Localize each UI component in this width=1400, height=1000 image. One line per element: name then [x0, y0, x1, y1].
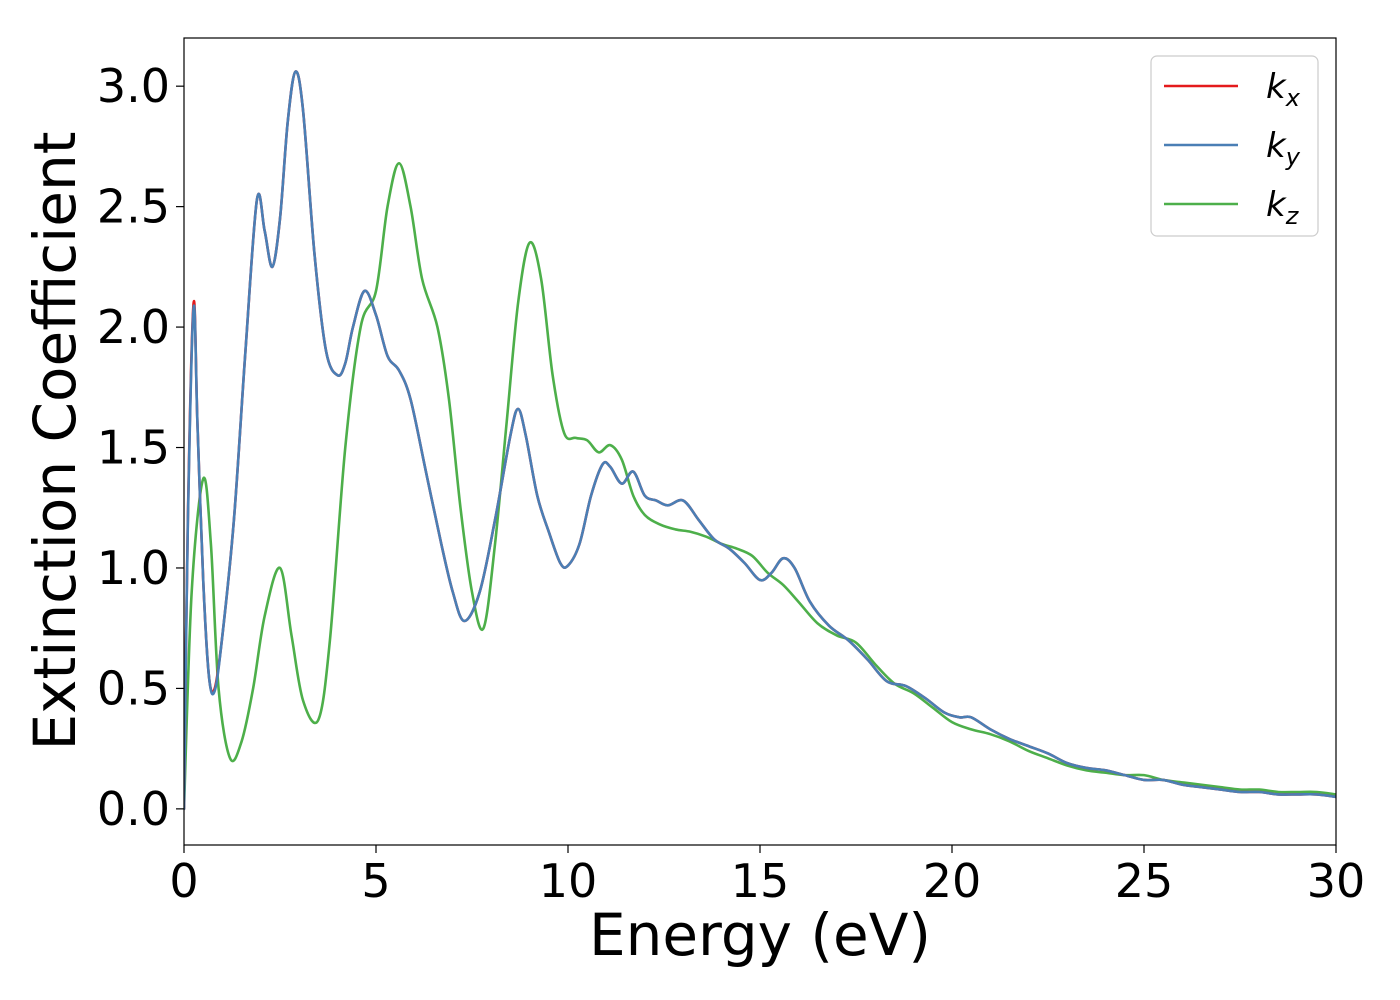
legend-label-base: k	[1266, 185, 1287, 225]
y-tick-label: 1.5	[97, 421, 170, 475]
x-tick-label: 0	[169, 854, 198, 908]
x-tick-label: 5	[361, 854, 390, 908]
x-tick-label: 15	[731, 854, 790, 908]
x-tick-label: 10	[539, 854, 598, 908]
y-tick-label: 0.0	[97, 782, 170, 836]
y-tick-label: 0.5	[97, 661, 170, 715]
legend-label-subscript: z	[1285, 202, 1300, 230]
x-tick-label: 20	[923, 854, 982, 908]
legend-label-y: ky	[1266, 126, 1301, 171]
x-axis: 0 5 10 15 20 25 30	[169, 845, 1365, 908]
legend-label-subscript: x	[1285, 84, 1301, 112]
legend-label-base: k	[1266, 67, 1287, 107]
y-axis: 0.0 0.5 1.0 1.5 2.0 2.5 3.0	[97, 59, 184, 836]
legend-label-subscript: y	[1285, 143, 1301, 171]
x-tick-label: 25	[1115, 854, 1174, 908]
series-line-y	[184, 70, 1336, 811]
series-line-z	[184, 161, 1336, 811]
y-tick-label: 1.0	[97, 541, 170, 595]
y-axis-title: Extinction Coefficient	[21, 132, 89, 751]
legend-label-x: kx	[1266, 67, 1301, 112]
legend-label-base: k	[1266, 126, 1287, 166]
y-tick-label: 2.0	[97, 300, 170, 354]
x-axis-title: Energy (eV)	[589, 901, 931, 969]
legend-label-z: kz	[1266, 185, 1300, 230]
series-layer	[184, 70, 1336, 811]
x-tick-label: 30	[1307, 854, 1366, 908]
y-tick-label: 2.5	[97, 180, 170, 234]
y-tick-label: 3.0	[97, 59, 170, 113]
